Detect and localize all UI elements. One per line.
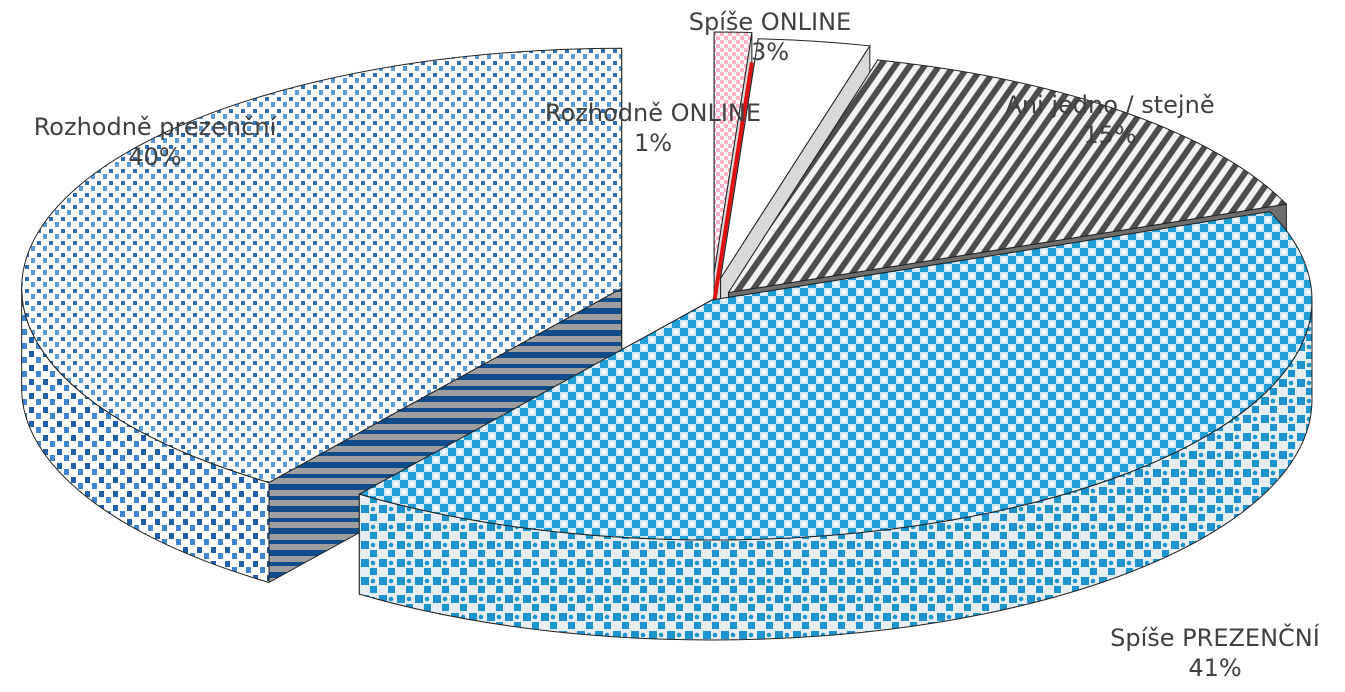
label-spise-prezencni: Spíše PREZENČNÍ 41% <box>1110 624 1320 682</box>
pie-slice-sp-e-prezen-n- <box>358 211 1313 641</box>
label-ani-jedno: Ani jedno / stejně 15% <box>1005 91 1215 149</box>
slice-top <box>720 38 871 279</box>
slice-top <box>713 31 753 273</box>
label-rozhodne-online: Rozhodně ONLINE 1% <box>544 99 762 157</box>
pie-slice-rozhodn-prezen-n- <box>21 47 623 584</box>
slice-accent-line <box>712 62 754 303</box>
label-rozhodne-prezencni: Rozhodně prezenční 40% <box>33 113 277 171</box>
slice-top <box>358 211 1313 541</box>
label-spise-online: Spíše ONLINE 3% <box>688 8 852 66</box>
slice-top <box>727 59 1288 294</box>
slice-top <box>21 47 623 483</box>
